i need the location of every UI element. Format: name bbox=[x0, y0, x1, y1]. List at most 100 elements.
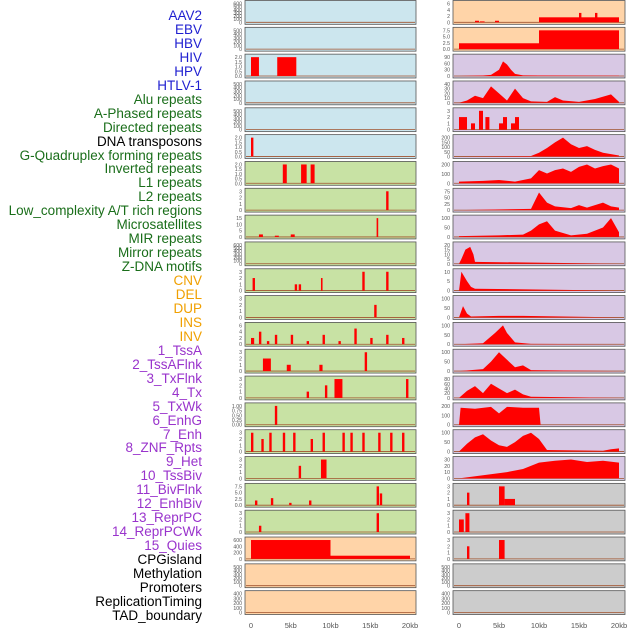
right-ytick-label: 2.5 bbox=[443, 41, 450, 47]
right-xtick-label: 20kb bbox=[611, 621, 627, 630]
left-ytick-label: 0 bbox=[239, 342, 242, 348]
right-ytick-label: 0 bbox=[447, 450, 450, 456]
left-ytick-label: 0 bbox=[239, 611, 242, 617]
right-ytick-label: 5.0 bbox=[443, 35, 450, 41]
left-bar bbox=[274, 405, 278, 425]
right-bar bbox=[471, 123, 475, 130]
left-ytick-label: 400 bbox=[233, 569, 242, 575]
right-ytick-label: 1 bbox=[447, 497, 450, 503]
left-ytick-label: 0.50 bbox=[232, 413, 242, 419]
right-ytick-label: 3 bbox=[447, 484, 450, 490]
left-ytick-label: 1 bbox=[239, 363, 242, 369]
left-ytick-label: 10 bbox=[236, 222, 242, 228]
left-bar bbox=[251, 57, 259, 76]
right-xtick-label: 10kb bbox=[531, 621, 547, 630]
left-ytick-label: 0 bbox=[239, 235, 242, 241]
left-ytick-label: 0 bbox=[239, 315, 242, 321]
left-ytick-label: 0.00 bbox=[232, 423, 242, 429]
right-ytick-label: 30 bbox=[444, 458, 450, 464]
left-panel-bg bbox=[244, 375, 417, 401]
right-area bbox=[459, 352, 619, 372]
track-label: 7_Enh bbox=[162, 426, 202, 442]
right-ytick-label: 300 bbox=[441, 596, 450, 602]
left-bar bbox=[306, 391, 310, 398]
left-panel-bg bbox=[244, 509, 417, 535]
right-area bbox=[459, 459, 619, 479]
track-label: 5_TxWk bbox=[152, 398, 202, 414]
right-ytick-label: 0 bbox=[447, 181, 450, 187]
right-ytick-label: 5 bbox=[447, 257, 450, 263]
right-ytick-label: 3 bbox=[447, 511, 450, 517]
track-label: 4_Tx bbox=[171, 384, 202, 400]
right-ytick-label: 150 bbox=[441, 140, 450, 146]
left-ytick-label: 0 bbox=[239, 289, 242, 295]
left-bar bbox=[266, 341, 270, 345]
left-xtick-label: 0 bbox=[249, 621, 253, 630]
left-ytick-label: 0 bbox=[239, 584, 242, 590]
left-ytick-label: 100 bbox=[233, 124, 242, 130]
track-label: 13_ReprPC bbox=[131, 510, 202, 526]
right-ytick-label: 20 bbox=[444, 391, 450, 397]
right-bar bbox=[467, 546, 470, 559]
left-ytick-label: 200 bbox=[233, 120, 242, 126]
right-ytick-label: 50 bbox=[444, 196, 450, 202]
left-xtick-label: 10kb bbox=[322, 621, 338, 630]
right-ytick-label: 20 bbox=[444, 464, 450, 470]
right-ytick-label: 100 bbox=[441, 606, 450, 612]
left-ytick-label: 7.5 bbox=[235, 484, 242, 490]
left-bar bbox=[270, 498, 274, 506]
left-bar bbox=[390, 432, 393, 452]
left-ytick-label: 400 bbox=[233, 592, 242, 598]
left-bar bbox=[402, 337, 405, 345]
left-ytick-label: 3 bbox=[239, 431, 242, 437]
right-ytick-label: 0 bbox=[447, 208, 450, 214]
left-ytick-label: 0 bbox=[239, 450, 242, 456]
right-bar bbox=[515, 117, 519, 130]
track-label: INV bbox=[179, 328, 202, 344]
right-ytick-label: 90 bbox=[444, 55, 450, 61]
right-ytick-label: 50 bbox=[444, 306, 450, 312]
track-label: AAV2 bbox=[168, 8, 202, 23]
track-label: 3_TxFlnk bbox=[146, 370, 202, 386]
track-labels: AAV2 EBV HBV HIV HPV HTLV-1 Alu repeats A-Phase… bbox=[0, 0, 206, 630]
right-xtick-label: 15kb bbox=[571, 621, 587, 630]
left-panel-bg bbox=[244, 563, 417, 589]
right-bar bbox=[459, 43, 539, 50]
right-bar bbox=[539, 30, 619, 50]
right-xtick-label: 0 bbox=[457, 621, 461, 630]
track-label: Methylation bbox=[132, 566, 202, 581]
left-bar bbox=[322, 334, 325, 345]
right-area bbox=[459, 218, 619, 237]
left-ytick-label: 15 bbox=[236, 216, 242, 222]
right-ytick-label: 15 bbox=[444, 248, 450, 254]
left-ytick-label: 3 bbox=[239, 377, 242, 383]
right-ytick-label: 0 bbox=[447, 557, 450, 563]
left-bar bbox=[350, 432, 353, 452]
right-area bbox=[459, 137, 619, 157]
right-xtick-label: 5kb bbox=[493, 621, 505, 630]
left-ytick-label: 0 bbox=[239, 20, 242, 26]
left-ytick-label: 3 bbox=[239, 511, 242, 517]
left-ytick-label: 500 bbox=[233, 246, 242, 252]
left-bar bbox=[322, 432, 325, 452]
left-ytick-label: 0.0 bbox=[235, 503, 242, 509]
left-ytick-label: 1.0 bbox=[235, 172, 242, 178]
left-bar bbox=[376, 486, 379, 506]
right-ytick-label: 10 bbox=[444, 470, 450, 476]
right-ytick-label: 10 bbox=[444, 270, 450, 276]
left-bar bbox=[320, 459, 327, 479]
left-ytick-label: 300 bbox=[233, 572, 242, 578]
right-ytick-label: 1 bbox=[447, 524, 450, 530]
left-bar bbox=[277, 57, 297, 76]
right-area bbox=[459, 86, 619, 103]
right-panel-bg bbox=[452, 241, 626, 267]
right-ytick-label: 0 bbox=[447, 369, 450, 375]
left-ytick-label: 200 bbox=[233, 14, 242, 20]
left-ytick-label: 300 bbox=[233, 36, 242, 42]
right-bar bbox=[511, 123, 515, 130]
left-ytick-label: 0.75 bbox=[232, 409, 242, 415]
left-ytick-label: 300 bbox=[233, 11, 242, 17]
left-ytick-label: 4 bbox=[239, 330, 242, 336]
right-ytick-label: 2 bbox=[447, 544, 450, 550]
track-label: DUP bbox=[173, 300, 202, 316]
